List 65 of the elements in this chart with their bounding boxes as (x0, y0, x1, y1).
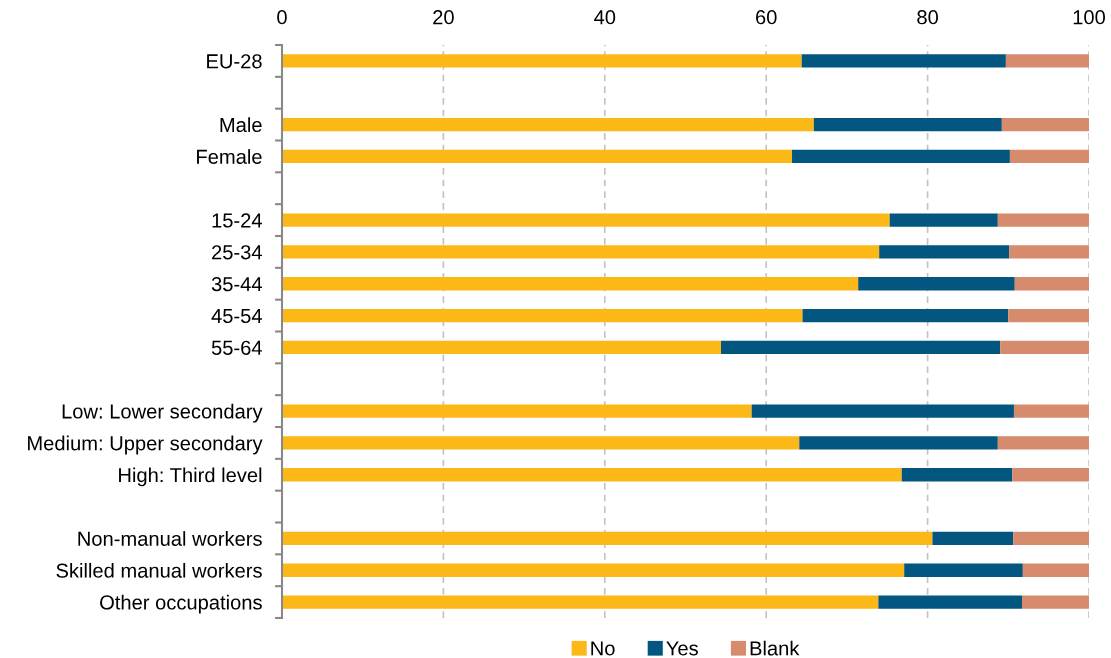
y-tick-label: Female (197, 149, 262, 164)
bar (802, 308, 1009, 323)
bar (282, 531, 933, 546)
x-tick-label: 40 (594, 10, 616, 25)
bar (282, 404, 752, 418)
y-tick-label: Male (220, 117, 262, 133)
bar (799, 436, 998, 450)
bar (282, 277, 859, 291)
y-tick-label: 45-54 (211, 309, 262, 324)
x-tick-label: 60 (756, 10, 777, 25)
y-tick-label: Skilled manual workers (56, 562, 262, 578)
bar (282, 563, 905, 577)
x-tick-label: 80 (917, 10, 939, 25)
bar (997, 436, 1089, 450)
bar (1013, 404, 1089, 418)
y-tick-label: EU-28 (207, 54, 262, 69)
legend-label: Yes (666, 641, 698, 656)
bar (282, 308, 803, 323)
bar (901, 468, 1013, 482)
bar (932, 531, 1014, 546)
bar (1013, 531, 1089, 546)
bar (1009, 149, 1089, 164)
bar (1014, 277, 1089, 291)
bar (282, 468, 902, 482)
y-tick-label: Low: Lower secondary (62, 403, 263, 423)
bar (858, 277, 1015, 291)
y-tick-label: 35-44 (211, 276, 262, 292)
y-tick-label: Medium: Upper secondary (28, 435, 263, 455)
bar (1009, 245, 1089, 259)
bar (1022, 595, 1089, 609)
bar (792, 149, 1010, 164)
bar (879, 245, 1010, 259)
bar (751, 404, 1014, 418)
bar (1005, 54, 1089, 68)
bar (1022, 563, 1089, 577)
bar (282, 117, 814, 132)
bar (282, 340, 722, 355)
bar (1000, 340, 1089, 355)
x-tick-label: 100 (1073, 10, 1106, 25)
legend-label: Blank (750, 640, 800, 656)
y-tick-label: High: Third level (119, 467, 262, 487)
legend-label: No (591, 641, 615, 656)
bar (904, 563, 1023, 577)
bar (1008, 308, 1089, 323)
y-tick-label: 15-24 (212, 213, 262, 228)
y-tick-label: Other occupations (100, 594, 262, 614)
bar (1001, 117, 1089, 132)
bar (878, 595, 1023, 609)
bar (282, 245, 880, 259)
bar (889, 213, 998, 227)
y-tick-label: Non-manual workers (78, 531, 262, 546)
bar (282, 595, 879, 609)
bar (801, 54, 1006, 68)
bar (282, 54, 802, 68)
x-tick-label: 20 (433, 10, 454, 25)
bar (282, 213, 890, 227)
y-tick-label: 55-64 (211, 340, 262, 355)
y-tick-label: 25-34 (212, 245, 262, 260)
x-tick-label: 0 (277, 10, 287, 25)
bar (1012, 468, 1089, 482)
bar (997, 213, 1089, 227)
bar (813, 117, 1002, 132)
bar (282, 436, 800, 450)
bar (282, 149, 793, 164)
bar (721, 340, 1001, 355)
